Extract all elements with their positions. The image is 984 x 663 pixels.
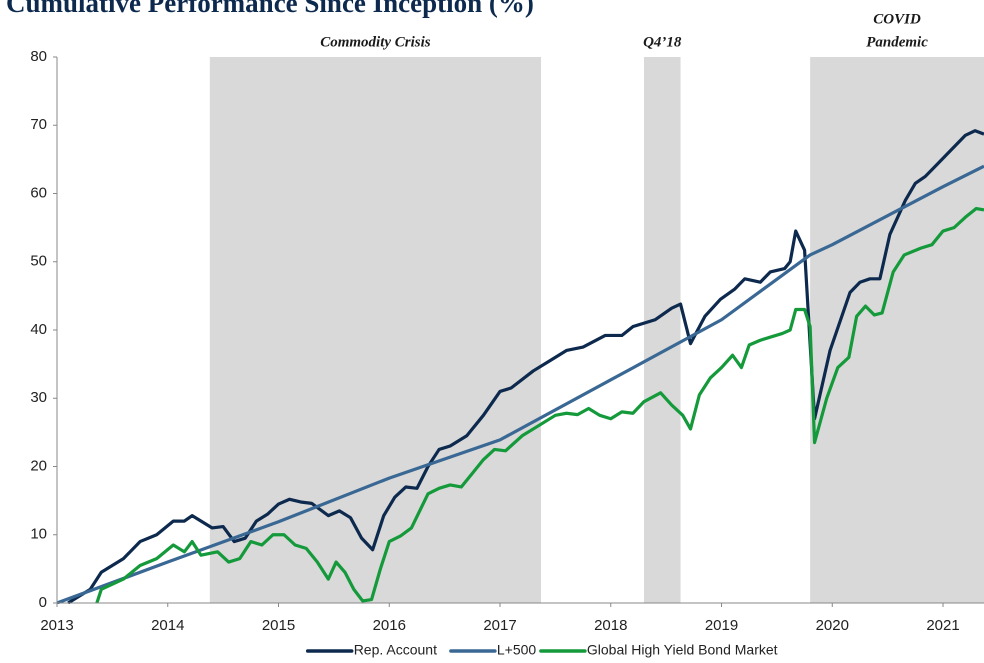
y-tick-label: 50 <box>30 253 47 270</box>
x-tick-label: 2020 <box>816 617 849 634</box>
y-tick-label: 80 <box>30 48 47 65</box>
y-tick-label: 10 <box>30 526 47 543</box>
series-line <box>57 164 984 604</box>
legend-label: Rep. Account <box>354 642 437 658</box>
shaded-region <box>209 57 541 603</box>
x-tick-label: 2021 <box>926 617 959 634</box>
chart-title: Cumulative Performance Since Inception (… <box>6 0 534 18</box>
x-tick-label: 2013 <box>40 617 73 634</box>
annotation: Q4’18 <box>643 34 682 50</box>
y-tick-label: 0 <box>39 594 47 611</box>
series-line <box>67 129 984 604</box>
y-tick-label: 60 <box>30 184 47 201</box>
x-tick-label: 2017 <box>483 617 516 634</box>
x-tick-label: 2014 <box>151 617 184 634</box>
shaded-region <box>643 57 681 603</box>
axes: Commodity Crisis Q4’18 COVID Pandemic 0 10 20 3… <box>30 11 984 658</box>
series-lines <box>57 129 984 604</box>
y-tick-label: 40 <box>30 321 47 338</box>
legend-label: Global High Yield Bond Market <box>587 642 778 658</box>
legend-label: L+500 <box>497 642 537 658</box>
annotation: Commodity Crisis <box>320 34 431 50</box>
y-tick-label: 70 <box>30 116 47 133</box>
x-tick-label: 2016 <box>373 617 406 634</box>
x-tick-label: 2019 <box>705 617 738 634</box>
x-tick-label: 2015 <box>262 617 295 634</box>
x-tick-label: 2018 <box>594 617 627 634</box>
annotation: Pandemic <box>866 34 928 50</box>
series-line <box>95 206 984 604</box>
shaded-regions <box>209 57 984 603</box>
annotation: COVID <box>873 11 921 27</box>
y-tick-label: 30 <box>30 389 47 406</box>
y-tick-label: 20 <box>30 457 47 474</box>
